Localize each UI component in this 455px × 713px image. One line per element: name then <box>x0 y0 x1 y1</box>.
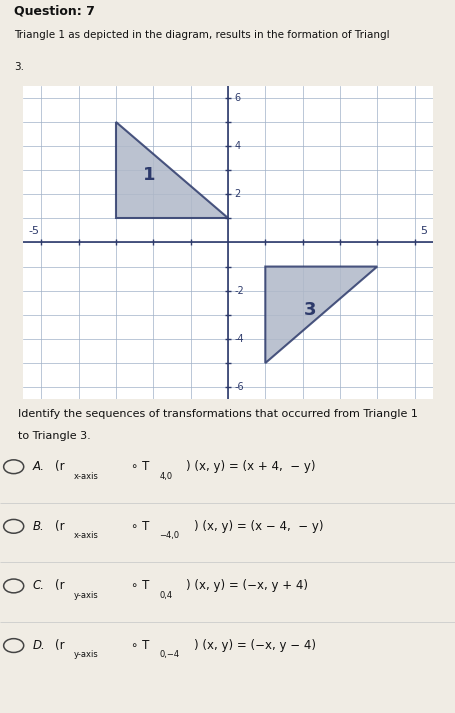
Text: (r: (r <box>55 520 64 533</box>
Text: ∘ T: ∘ T <box>131 639 149 652</box>
Text: 1: 1 <box>143 166 156 184</box>
Text: to Triangle 3.: to Triangle 3. <box>18 431 91 441</box>
Text: Triangle 1 as depicted in the diagram, results in the formation of Triangl: Triangle 1 as depicted in the diagram, r… <box>14 30 389 40</box>
Polygon shape <box>116 122 228 218</box>
Text: −4,0: −4,0 <box>159 531 179 540</box>
Text: ∘ T: ∘ T <box>131 460 149 473</box>
Text: (r: (r <box>55 639 64 652</box>
Text: -4: -4 <box>234 334 244 344</box>
Text: ) (x, y) = (−x, y + 4): ) (x, y) = (−x, y + 4) <box>186 580 308 593</box>
Text: ) (x, y) = (x + 4,  − y): ) (x, y) = (x + 4, − y) <box>186 460 315 473</box>
Text: B.: B. <box>33 520 45 533</box>
Text: ) (x, y) = (x − 4,  − y): ) (x, y) = (x − 4, − y) <box>194 520 323 533</box>
Text: (r: (r <box>55 460 64 473</box>
Text: ∘ T: ∘ T <box>131 580 149 593</box>
Text: A.: A. <box>33 460 45 473</box>
Text: D.: D. <box>33 639 46 652</box>
Text: x-axis: x-axis <box>74 531 99 540</box>
Text: 0,−4: 0,−4 <box>159 650 179 660</box>
Text: -2: -2 <box>234 286 244 296</box>
Text: (r: (r <box>55 580 64 593</box>
Text: y-axis: y-axis <box>74 591 98 600</box>
Text: -5: -5 <box>28 225 39 236</box>
Text: 4: 4 <box>234 141 240 151</box>
Text: 0,4: 0,4 <box>159 591 172 600</box>
Text: ∘ T: ∘ T <box>131 520 149 533</box>
Text: C.: C. <box>33 580 45 593</box>
Text: ) (x, y) = (−x, y − 4): ) (x, y) = (−x, y − 4) <box>194 639 316 652</box>
Text: 2: 2 <box>234 189 240 199</box>
Text: y-axis: y-axis <box>74 650 98 660</box>
Text: x-axis: x-axis <box>74 471 99 481</box>
Text: Question: 7: Question: 7 <box>14 4 94 17</box>
Text: -6: -6 <box>234 382 244 392</box>
Text: 6: 6 <box>234 93 240 103</box>
Text: 5: 5 <box>420 225 427 236</box>
Text: 3: 3 <box>303 301 316 319</box>
Polygon shape <box>265 267 376 363</box>
Text: 3.: 3. <box>14 61 24 71</box>
Text: Identify the sequences of transformations that occurred from Triangle 1: Identify the sequences of transformation… <box>18 409 417 419</box>
Text: 4,0: 4,0 <box>159 471 172 481</box>
